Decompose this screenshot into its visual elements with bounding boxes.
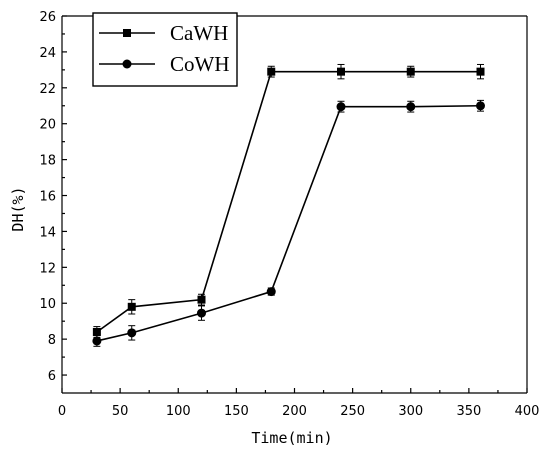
- y-tick-label: 22: [39, 82, 56, 97]
- cowh-point: [336, 102, 346, 112]
- plot-area: [92, 63, 485, 347]
- y-tick-label: 16: [39, 190, 56, 205]
- x-tick-label: 300: [398, 404, 423, 419]
- legend-cawh-label: CaWH: [170, 21, 228, 45]
- y-tick-label: 12: [39, 261, 56, 276]
- cawh-point: [92, 327, 101, 336]
- cowh-point: [476, 101, 485, 111]
- cowh-point: [266, 287, 276, 297]
- y-tick-label: 20: [39, 118, 56, 133]
- x-tick-label: 400: [515, 404, 540, 419]
- legend: CaWH CoWH: [92, 12, 238, 87]
- x-tick-label: 150: [224, 404, 249, 419]
- y-axis-label: DH(%): [9, 186, 27, 231]
- cowh-point: [92, 336, 102, 346]
- x-tick-label: 350: [456, 404, 481, 419]
- cawh-line: [96, 70, 481, 333]
- cawh-point: [127, 302, 136, 311]
- x-tick-label: 50: [112, 404, 129, 419]
- legend-cawh-marker: [123, 29, 131, 37]
- y-tick-label: 10: [39, 297, 56, 312]
- x-tick-label: 100: [166, 404, 191, 419]
- y-tick-label: 8: [48, 333, 56, 348]
- cawh-point: [267, 67, 276, 76]
- cawh-point: [337, 67, 345, 76]
- x-axis-label: Time(min): [251, 429, 332, 447]
- cawh-point: [476, 67, 485, 76]
- y-tick-label: 18: [39, 154, 56, 169]
- x-tick-label: 250: [340, 404, 365, 419]
- legend-cowh-marker: [122, 59, 132, 69]
- y-tick-label: 14: [39, 225, 56, 240]
- legend-cowh-label: CoWH: [170, 52, 230, 76]
- cowh-line: [96, 104, 481, 342]
- cowh-point: [406, 102, 416, 112]
- y-tick-label: 6: [48, 369, 56, 384]
- axes: 0 50 100 150 200 250 300 350 400 6 8 10 12 14 16 18 20 22…: [39, 10, 539, 419]
- cawh-point: [406, 67, 415, 76]
- x-tick-label: 200: [282, 404, 307, 419]
- y-tick-label: 26: [39, 10, 56, 25]
- cowh-point: [127, 328, 137, 338]
- y-tick-label: 24: [39, 46, 56, 61]
- x-tick-label: 0: [58, 404, 66, 419]
- cowh-point: [197, 308, 206, 318]
- legend-box: [92, 12, 238, 87]
- cawh-point: [197, 295, 206, 304]
